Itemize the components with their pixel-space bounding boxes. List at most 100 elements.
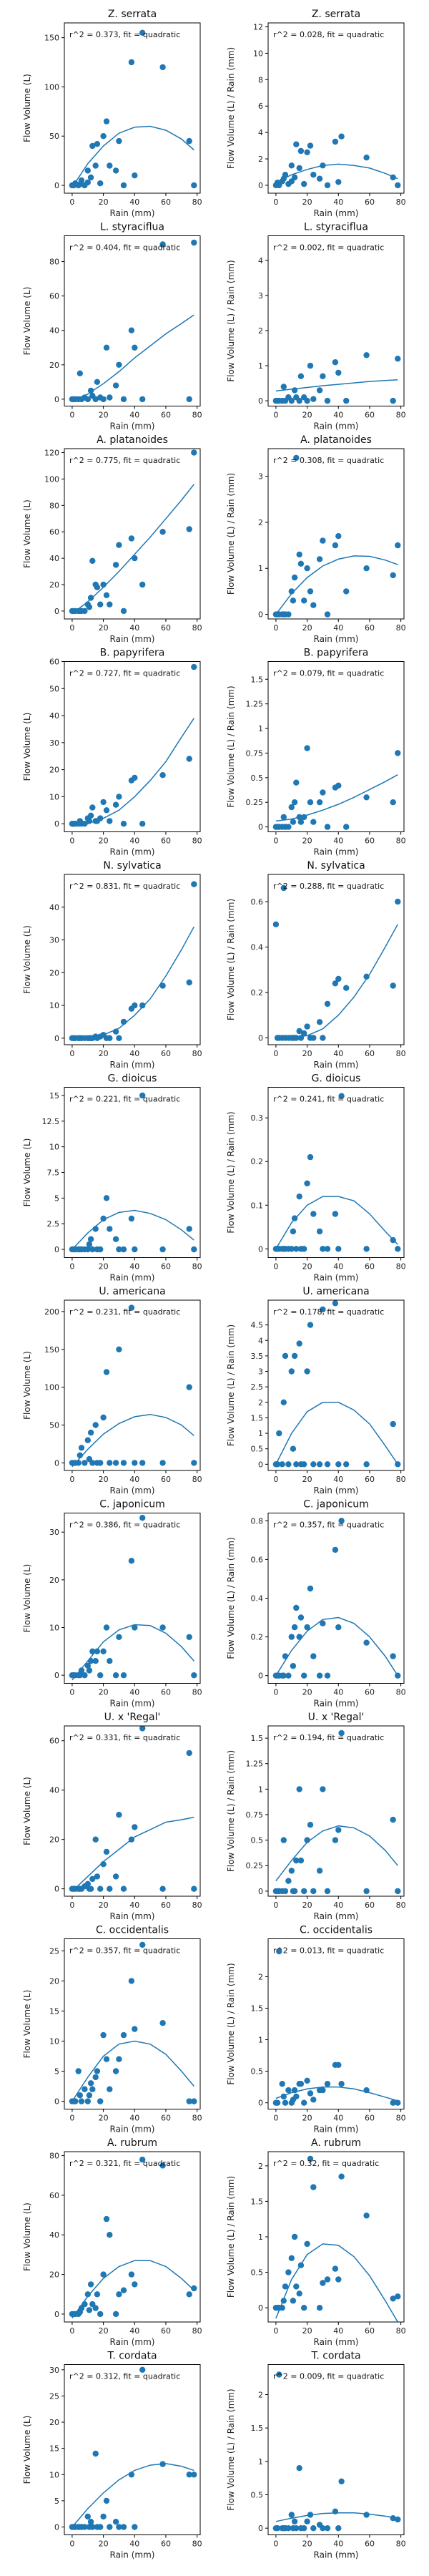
data-point [296,814,302,821]
data-point [87,812,94,819]
data-point [107,1460,113,1466]
x-tick-label: 20 [99,411,109,420]
data-point [335,1827,342,1833]
data-point [363,794,370,801]
data-point [132,344,138,351]
data-point [338,2173,345,2180]
x-tick-label: 80 [192,2326,202,2336]
data-point [293,2525,300,2532]
plot-frame [64,1513,201,1684]
data-point [279,2305,285,2311]
x-tick-label: 20 [99,1262,109,1272]
y-tick-label: 10 [49,1001,59,1010]
data-point [296,397,302,404]
data-point [77,2092,84,2099]
data-point [128,1836,135,1843]
data-point [301,1888,307,1895]
series-group [69,2366,197,2530]
y-tick-label: 0 [258,181,263,190]
data-point [116,2291,122,2298]
y-tick-label: 2.5 [47,1219,60,1229]
y-tick-label: 20 [49,1976,59,1986]
fit-curve [72,1816,194,1892]
data-point [276,1948,282,1955]
y-tick-label: 0.6 [251,1555,264,1564]
data-point [390,2099,396,2106]
y-tick-label: 1.5 [251,1734,264,1743]
data-point [296,1634,302,1640]
data-point [139,821,146,827]
series-group [69,1515,197,1681]
subplot-title: B. papyrifera [100,648,165,659]
subplot-title: A. platanoides [300,434,372,446]
data-point [324,1888,331,1895]
y-axis-label: Flow Volume (L) / Rain (mm) [226,47,236,169]
data-point [324,182,331,189]
data-point [72,2098,79,2104]
data-point [107,2232,113,2238]
data-point [97,1672,104,1679]
x-tick-label: 40 [333,411,343,420]
data-point [338,2081,345,2087]
data-point [363,155,370,161]
y-tick-label: 80 [49,501,59,510]
data-point [304,1837,310,1843]
data-point [92,1226,99,1232]
y-tick-label: 0.75 [246,1810,264,1820]
y-tick-label: 20 [49,968,59,977]
fit-annotation: r^2 = 0.831, fit = quadratic [69,882,180,891]
data-point [390,174,396,181]
data-point [335,533,342,540]
x-tick-label: 0 [69,836,74,846]
data-point [191,2285,197,2292]
y-tick-label: 60 [49,292,59,301]
y-tick-label: 30 [49,738,59,748]
data-point [94,584,101,590]
plot-frame [267,874,405,1045]
data-point [297,560,305,567]
data-point [288,1634,295,1640]
subplot-21: A. rubrum 0 20 40 60 80 0 20 40 60 80 Rain (mm) Flow… [22,2137,202,2347]
plot-frame [64,1299,201,1471]
data-point [97,2098,104,2104]
y-tick-label: 60 [49,2191,59,2200]
data-point [293,1461,300,1468]
data-point [116,2524,122,2530]
data-point [139,1092,146,1099]
data-point [285,824,292,830]
y-tick-label: 0 [54,607,59,616]
data-point [310,1035,317,1041]
data-point [320,2525,326,2532]
data-point [390,2515,396,2522]
data-point [94,141,101,147]
data-point [332,1837,339,1843]
x-axis-label: Rain (mm) [110,1699,155,1709]
data-point [390,1420,396,1428]
subplot-title: C. occidentalis [300,1925,373,1936]
x-axis-label: Rain (mm) [314,2124,359,2135]
y-tick-label: 40 [49,2230,59,2240]
plot-frame [267,1087,405,1258]
data-point [120,1018,127,1025]
y-tick-label: 0.2 [251,988,264,997]
data-point [186,2098,192,2104]
y-tick-label: 1 [258,1785,263,1794]
fit-annotation: r^2 = 0.002, fit = quadratic [273,243,384,253]
data-point [100,799,107,806]
x-axis-label: Rain (mm) [314,1485,359,1496]
series-group [272,884,401,1041]
subplot-title: A. platanoides [97,434,168,446]
y-tick-label: 1.5 [251,1413,264,1423]
data-point [301,2099,307,2106]
subplot-4: L. styraciflua 0 20 40 60 80 0 1 2 3 4 Rain (mm) Flo… [226,222,406,431]
data-point [86,818,93,824]
data-point [128,535,135,542]
data-point [390,1653,396,1659]
data-point [320,1246,326,1252]
data-point [100,2513,107,2520]
data-point [395,356,401,362]
x-tick-label: 20 [302,2540,312,2549]
x-tick-label: 0 [273,197,278,207]
data-point [324,1672,331,1679]
